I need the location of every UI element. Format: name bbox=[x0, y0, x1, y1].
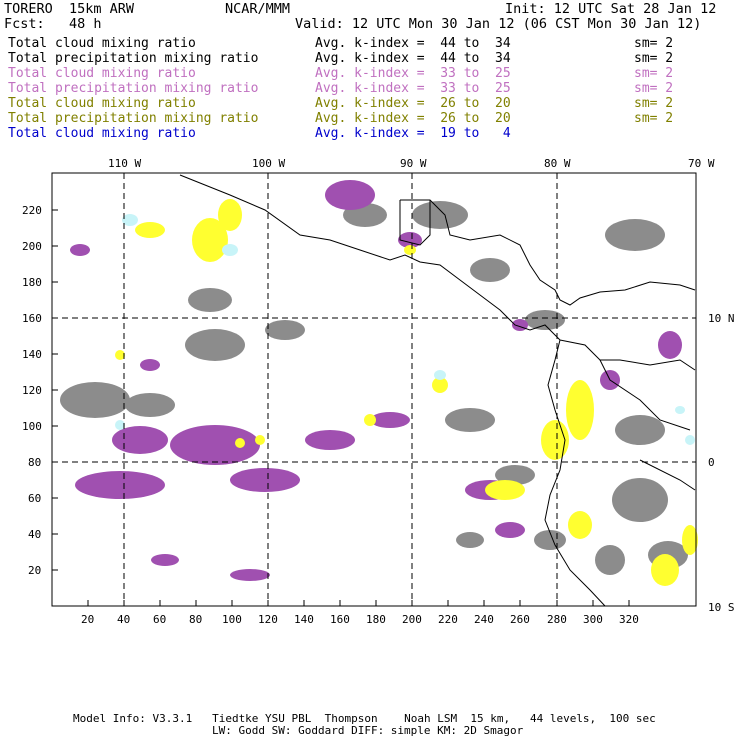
coastline bbox=[179, 174, 696, 607]
physics-info: LW: Godd SW: Goddard DIFF: simple KM: 2D… bbox=[212, 724, 524, 737]
cloud-field-cyan bbox=[115, 214, 695, 445]
x-tick: 40 bbox=[117, 613, 131, 626]
org-label: NCAR/MMM bbox=[225, 1, 291, 17]
x-tick: 300 bbox=[583, 613, 603, 626]
legend-sm: sm= 2 bbox=[634, 81, 674, 96]
y-tick: 160 bbox=[22, 312, 42, 325]
y-tick: 120 bbox=[22, 384, 42, 397]
y-tick: 220 bbox=[22, 204, 42, 217]
legend-sm: sm= 2 bbox=[634, 96, 674, 111]
forecast-hour: Fcst: 48 h bbox=[4, 16, 102, 32]
legend-sm: sm= 2 bbox=[634, 111, 674, 126]
lat-label: 10 N bbox=[708, 312, 735, 325]
x-tick: 280 bbox=[547, 613, 567, 626]
x-tick: 120 bbox=[258, 613, 278, 626]
legend-index: Avg. k-index = 26 to 20 bbox=[315, 96, 511, 111]
y-tick: 40 bbox=[28, 528, 42, 541]
legend-field: Total cloud mixing ratio bbox=[8, 66, 196, 81]
cloud-field-gray bbox=[60, 201, 688, 575]
legend-sm: sm= 2 bbox=[634, 66, 674, 81]
x-tick: 200 bbox=[402, 613, 422, 626]
legend-index: Avg. k-index = 44 to 34 bbox=[315, 51, 511, 66]
y-tick: 140 bbox=[22, 348, 42, 361]
cloud-field-purple bbox=[70, 180, 682, 581]
model-info: Model Info: V3.3.1 Tiedtke YSU PBL Thomp… bbox=[73, 712, 656, 725]
x-tick: 100 bbox=[222, 613, 242, 626]
lon-label: 100 W bbox=[252, 157, 286, 170]
x-tick: 20 bbox=[81, 613, 95, 626]
graticule bbox=[52, 173, 696, 606]
lon-label: 110 W bbox=[108, 157, 142, 170]
x-tick: 80 bbox=[189, 613, 203, 626]
lat-label: 0 bbox=[708, 456, 715, 469]
legend-sm: sm= 2 bbox=[634, 36, 674, 51]
y-tick: 80 bbox=[28, 456, 42, 469]
legend-index: Avg. k-index = 44 to 34 bbox=[315, 36, 511, 51]
lon-label: 70 W bbox=[688, 157, 715, 170]
y-tick: 20 bbox=[28, 564, 42, 577]
axis-ticks bbox=[52, 209, 630, 606]
x-tick: 160 bbox=[330, 613, 350, 626]
legend-index: Avg. k-index = 26 to 20 bbox=[315, 111, 511, 126]
lon-label: 90 W bbox=[400, 157, 427, 170]
valid-time: Valid: 12 UTC Mon 30 Jan 12 (06 CST Mon … bbox=[295, 16, 702, 32]
legend-field: Total precipitation mixing ratio bbox=[8, 81, 259, 96]
legend-field: Total cloud mixing ratio bbox=[8, 96, 196, 111]
legend-field: Total cloud mixing ratio bbox=[8, 126, 196, 141]
x-tick: 260 bbox=[510, 613, 530, 626]
x-tick: 220 bbox=[438, 613, 458, 626]
legend-index: Avg. k-index = 19 to 4 bbox=[315, 126, 511, 141]
x-tick: 180 bbox=[366, 613, 386, 626]
y-tick: 200 bbox=[22, 240, 42, 253]
lon-label: 80 W bbox=[544, 157, 571, 170]
legend-field: Total precipitation mixing ratio bbox=[8, 111, 259, 126]
init-time: Init: 12 UTC Sat 28 Jan 12 bbox=[505, 1, 717, 17]
legend-field: Total cloud mixing ratio bbox=[8, 36, 196, 51]
cloud-field-yellow bbox=[115, 199, 698, 586]
legend-index: Avg. k-index = 33 to 25 bbox=[315, 81, 511, 96]
lat-label: 10 S bbox=[708, 601, 735, 614]
y-tick: 100 bbox=[22, 420, 42, 433]
legend-sm: sm= 2 bbox=[634, 51, 674, 66]
x-tick: 60 bbox=[153, 613, 167, 626]
x-tick: 240 bbox=[474, 613, 494, 626]
y-tick: 180 bbox=[22, 276, 42, 289]
x-tick: 140 bbox=[294, 613, 314, 626]
y-tick: 60 bbox=[28, 492, 42, 505]
legend-index: Avg. k-index = 33 to 25 bbox=[315, 66, 511, 81]
legend-field: Total precipitation mixing ratio bbox=[8, 51, 259, 66]
model-title: TORERO 15km ARW bbox=[4, 1, 135, 17]
x-tick: 320 bbox=[619, 613, 639, 626]
